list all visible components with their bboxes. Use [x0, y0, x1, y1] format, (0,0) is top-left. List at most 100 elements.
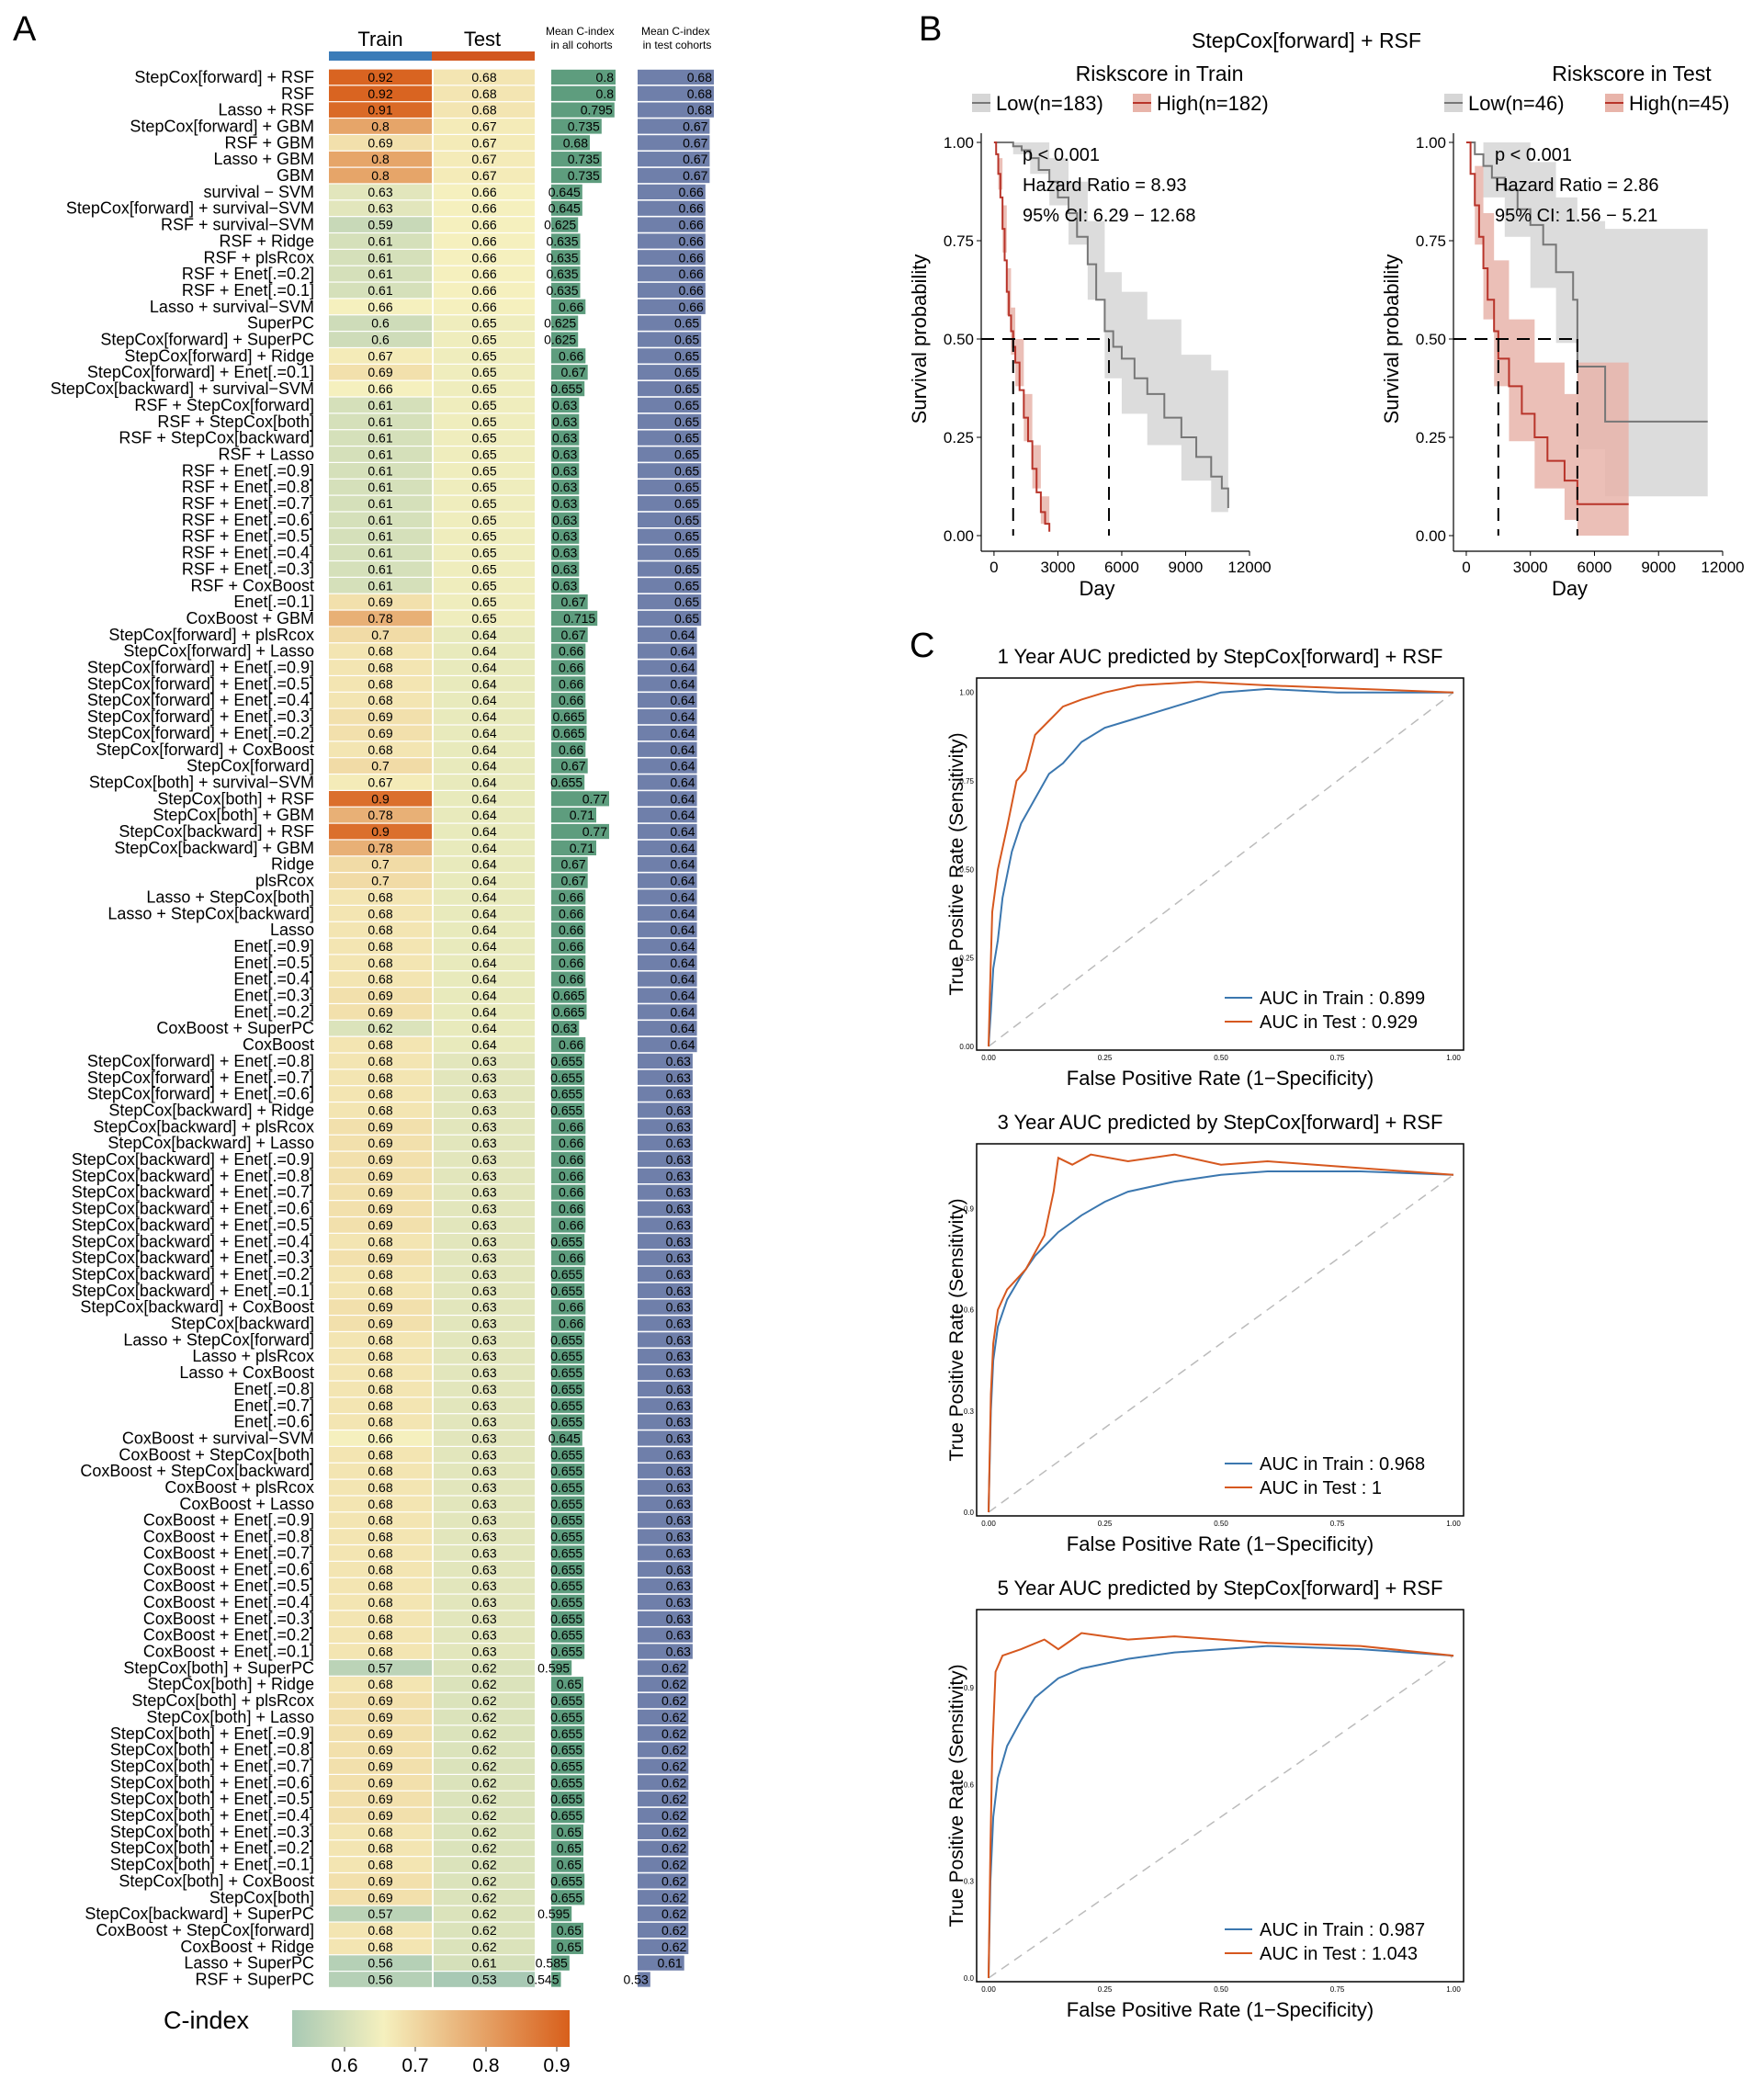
model-label: StepCox[both] + RSF: [157, 789, 314, 808]
model-label: RSF + Enet[.=0.7]: [182, 494, 314, 513]
cell-test: [434, 1840, 535, 1857]
cell-test: [434, 1053, 535, 1069]
bar-mean-all-value: 0.63: [552, 561, 577, 576]
bar-mean-all: [551, 725, 587, 741]
model-label: StepCox[forward] + Ridge: [124, 346, 314, 365]
cell-test-value: 0.65: [471, 381, 496, 396]
bar-mean-all-value: 0.655: [550, 1398, 582, 1413]
bar-mean-test: [638, 1873, 689, 1889]
cell-train: [329, 217, 432, 232]
bar-mean-all-value: 0.665: [552, 989, 584, 1003]
bar-mean-all-value: 0.67: [560, 874, 585, 888]
bar-mean-test-value: 0.67: [683, 152, 707, 166]
model-label: Enet[.=0.4]: [233, 970, 314, 989]
cell-train: [329, 1364, 432, 1381]
bar-mean-test: [638, 1692, 689, 1709]
cell-train: [329, 988, 432, 1003]
bar-mean-all-value: 0.66: [559, 1169, 583, 1183]
bar-mean-test: [638, 1430, 693, 1446]
cell-test: [434, 593, 535, 610]
bar-mean-test-value: 0.62: [662, 1693, 686, 1708]
bar-mean-all: [551, 693, 586, 708]
model-label: RSF + Ridge: [219, 232, 314, 250]
cell-test: [434, 1824, 535, 1840]
cell-test-value: 0.62: [471, 1906, 496, 1921]
cell-test-value: 0.63: [471, 1595, 496, 1610]
bar-mean-test: [638, 1102, 693, 1118]
cell-train: [329, 1151, 432, 1168]
y-tick-label: 0.6: [964, 1780, 975, 1789]
cell-train-value: 0.61: [368, 546, 392, 560]
bar-mean-test-value: 0.65: [674, 529, 699, 544]
cell-train: [329, 1758, 432, 1774]
cell-train-value: 0.68: [368, 661, 392, 675]
bar-mean-test: [638, 299, 706, 314]
cell-train: [329, 1545, 432, 1561]
bar-mean-all: [551, 1332, 585, 1348]
cell-test: [434, 1627, 535, 1643]
bar-mean-all-value: 0.635: [546, 233, 578, 248]
cell-test-value: 0.64: [471, 791, 496, 806]
bar-mean-all-value: 0.67: [560, 857, 585, 872]
bar-mean-all-value: 0.65: [557, 1923, 582, 1938]
bar-mean-all-value: 0.67: [560, 594, 585, 609]
cell-test-value: 0.62: [471, 1873, 496, 1888]
bar-mean-all: [551, 741, 586, 757]
model-label: StepCox[both] + CoxBoost: [119, 1871, 314, 1890]
cell-test-value: 0.62: [471, 1923, 496, 1938]
cell-train-value: 0.68: [368, 1578, 392, 1593]
bar-mean-test-value: 0.65: [674, 578, 699, 593]
bar-mean-test: [638, 480, 702, 495]
y-tick-label: 0.75: [959, 777, 974, 786]
bar-mean-all: [551, 315, 579, 331]
bar-mean-all: [551, 1316, 586, 1331]
bar-mean-test-value: 0.66: [679, 218, 704, 232]
cell-train-value: 0.69: [368, 1169, 392, 1183]
cell-test-value: 0.63: [471, 1645, 496, 1659]
model-label: StepCox[both] + Enet[.=0.3]: [110, 1823, 314, 1841]
cell-test-value: 0.62: [471, 1677, 496, 1691]
cell-train-value: 0.67: [368, 774, 392, 789]
cell-test-value: 0.64: [471, 644, 496, 659]
x-tick-label: 6000: [1577, 559, 1612, 576]
bar-mean-test: [638, 233, 706, 249]
bar-mean-test: [638, 1168, 693, 1183]
bar-mean-test-value: 0.64: [670, 1021, 695, 1035]
bar-mean-test-value: 0.63: [666, 1054, 691, 1068]
bar-mean-all: [551, 1381, 585, 1397]
model-label: StepCox[both] + Ridge: [147, 1675, 314, 1693]
bar-mean-all-value: 0.66: [559, 1119, 583, 1134]
bar-mean-all: [551, 1283, 585, 1298]
cell-train: [329, 1299, 432, 1315]
cell-test: [434, 1249, 535, 1266]
cell-train: [329, 643, 432, 659]
cell-test-value: 0.64: [471, 857, 496, 872]
bar-mean-test: [638, 938, 697, 955]
cell-train: [329, 1889, 432, 1905]
bar-mean-test-value: 0.64: [670, 693, 695, 707]
plot-frame: [976, 677, 1464, 1051]
bar-mean-test-value: 0.63: [666, 1169, 691, 1183]
model-label: RSF + StepCox[both]: [157, 413, 314, 431]
bar-mean-all-value: 0.66: [559, 1037, 583, 1052]
bar-mean-all: [551, 1299, 586, 1315]
bar-mean-all: [551, 365, 588, 380]
cell-test: [434, 1939, 535, 1955]
cell-test: [434, 905, 535, 921]
cell-test: [434, 167, 535, 184]
cell-train: [329, 1168, 432, 1184]
bar-mean-test-value: 0.63: [666, 1611, 691, 1626]
bar-mean-all: [551, 512, 580, 527]
cell-test: [434, 315, 535, 331]
bar-mean-test-value: 0.61: [657, 1956, 682, 1971]
bar-mean-test-value: 0.65: [674, 594, 699, 609]
bar-mean-test-value: 0.63: [666, 1480, 691, 1495]
cell-train: [329, 1496, 432, 1512]
cell-test: [434, 1414, 535, 1430]
model-label: StepCox[backward] + Enet[.=0.3]: [72, 1249, 314, 1267]
model-label: Enet[.=0.9]: [233, 937, 314, 955]
cell-train-value: 0.68: [368, 1447, 392, 1462]
bar-mean-test-value: 0.65: [674, 333, 699, 347]
bar-mean-test-value: 0.63: [666, 1415, 691, 1430]
cell-test: [434, 1316, 535, 1331]
